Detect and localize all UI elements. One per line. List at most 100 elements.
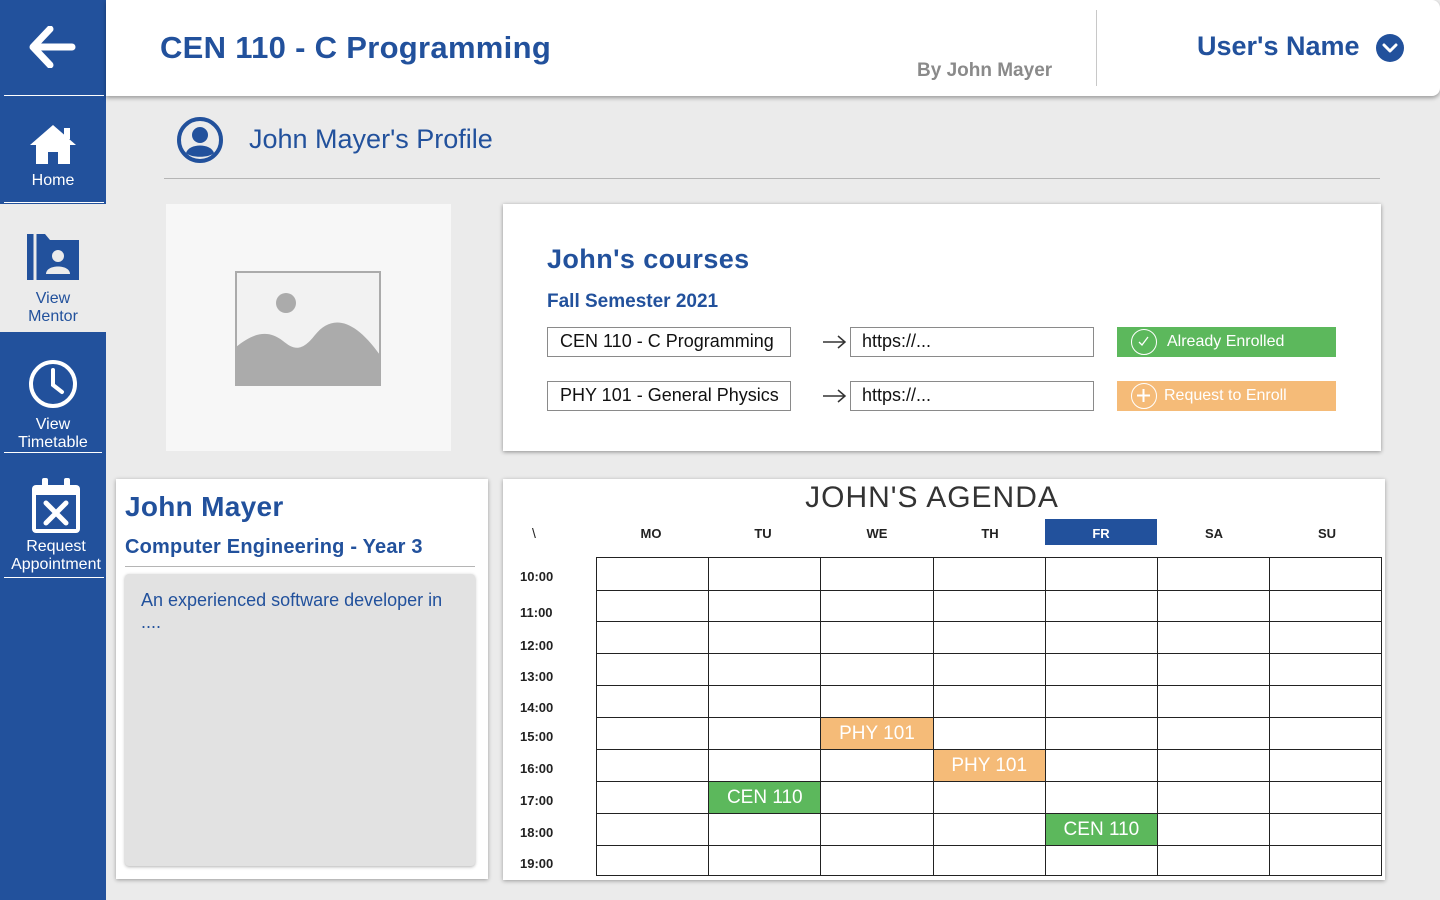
agenda-slot[interactable]: [1044, 749, 1158, 782]
agenda-slot[interactable]: [932, 653, 1046, 686]
agenda-slot[interactable]: [1269, 685, 1383, 718]
agenda-slot[interactable]: [1157, 717, 1271, 750]
agenda-slot[interactable]: [1157, 621, 1271, 654]
agenda-slot[interactable]: [820, 781, 934, 814]
agenda-slot[interactable]: [1269, 781, 1383, 814]
agenda-slot[interactable]: [1157, 845, 1271, 876]
agenda-event[interactable]: CEN 110: [1045, 814, 1157, 845]
agenda-slot[interactable]: [932, 845, 1046, 876]
back-button[interactable]: [0, 0, 106, 96]
agenda-slot[interactable]: [708, 813, 822, 846]
agenda-slot[interactable]: [1044, 653, 1158, 686]
agenda-slot[interactable]: [932, 781, 1046, 814]
already-enrolled-button[interactable]: Already Enrolled: [1117, 327, 1336, 357]
agenda-event[interactable]: PHY 101: [933, 750, 1045, 781]
agenda-slot[interactable]: [596, 557, 710, 591]
agenda-slot[interactable]: [596, 621, 710, 654]
semester-label: Fall Semester 2021: [547, 291, 719, 312]
agenda-slot[interactable]: [1044, 685, 1158, 718]
agenda-slot[interactable]: [820, 621, 934, 654]
agenda-slot[interactable]: [820, 653, 934, 686]
agenda-slot[interactable]: [1157, 813, 1271, 846]
agenda-slot[interactable]: [1044, 717, 1158, 750]
profile-photo: [166, 204, 451, 451]
sidebar-item-view-timetable[interactable]: View Timetable: [0, 358, 106, 453]
agenda-slot[interactable]: [1044, 621, 1158, 654]
status-label: Already Enrolled: [1167, 333, 1285, 350]
agenda-slot[interactable]: [1269, 717, 1383, 750]
agenda-slot[interactable]: [708, 621, 822, 654]
agenda-slot[interactable]: [1044, 781, 1158, 814]
day-header-mo[interactable]: MO: [640, 526, 662, 541]
sidebar: Home View Mentor View Timetable Request …: [0, 0, 106, 900]
course-link-field[interactable]: https://...: [850, 327, 1094, 357]
agenda-slot[interactable]: [820, 845, 934, 876]
agenda-slot[interactable]: [708, 557, 822, 591]
day-header-sa[interactable]: SA: [1204, 526, 1224, 541]
agenda-slot[interactable]: [596, 590, 710, 622]
agenda-slot[interactable]: [820, 557, 934, 591]
agenda-slot[interactable]: [1157, 749, 1271, 782]
agenda-slot[interactable]: [932, 717, 1046, 750]
agenda-slot[interactable]: [1269, 845, 1383, 876]
agenda-slot[interactable]: [708, 653, 822, 686]
day-header-we[interactable]: WE: [866, 526, 888, 541]
day-header-tu[interactable]: TU: [754, 526, 772, 541]
agenda-slot[interactable]: [1269, 621, 1383, 654]
agenda-event[interactable]: CEN 110: [709, 782, 821, 813]
agenda-slot[interactable]: [932, 590, 1046, 622]
agenda-slot[interactable]: [596, 781, 710, 814]
agenda-slot[interactable]: [596, 653, 710, 686]
agenda-slot[interactable]: [1157, 781, 1271, 814]
sidebar-item-view-mentor[interactable]: View Mentor: [0, 204, 106, 332]
sidebar-item-home[interactable]: Home: [0, 122, 106, 202]
agenda-slot[interactable]: [1269, 749, 1383, 782]
mentor-department: Computer Engineering - Year 3: [125, 536, 423, 558]
day-header-su[interactable]: SU: [1317, 526, 1337, 541]
arrow-right-icon: [823, 335, 847, 349]
agenda-slot[interactable]: [1269, 590, 1383, 622]
agenda-slot[interactable]: [1157, 557, 1271, 591]
agenda-slot[interactable]: [596, 717, 710, 750]
agenda-slot[interactable]: [1269, 813, 1383, 846]
agenda-slot[interactable]: [1269, 653, 1383, 686]
sidebar-divider: [4, 95, 104, 96]
courses-card: John's courses Fall Semester 2021 CEN 11…: [503, 204, 1381, 451]
agenda-slot[interactable]: [708, 845, 822, 876]
agenda-event[interactable]: PHY 101: [821, 718, 933, 749]
agenda-slot[interactable]: [1157, 590, 1271, 622]
agenda-slot[interactable]: [1044, 845, 1158, 876]
agenda-slot[interactable]: [708, 590, 822, 622]
day-header-fr[interactable]: FR: [1045, 519, 1157, 545]
agenda-slot[interactable]: [820, 590, 934, 622]
agenda-slot[interactable]: [820, 749, 934, 782]
agenda-slot[interactable]: [596, 813, 710, 846]
user-menu-name[interactable]: User's Name: [1197, 31, 1360, 61]
agenda-slot[interactable]: [1044, 557, 1158, 591]
time-label: 13:00: [520, 669, 554, 684]
agenda-slot[interactable]: [1044, 590, 1158, 622]
agenda-slot[interactable]: [596, 685, 710, 718]
agenda-slot[interactable]: [820, 685, 934, 718]
sidebar-item-request-appointment[interactable]: Request Appointment: [0, 476, 112, 576]
profile-divider: [164, 178, 1380, 179]
sidebar-divider: [4, 577, 104, 578]
agenda-slot[interactable]: [1269, 557, 1383, 591]
agenda-slot[interactable]: [596, 749, 710, 782]
agenda-slot[interactable]: [932, 557, 1046, 591]
agenda-slot[interactable]: [932, 621, 1046, 654]
day-header-th[interactable]: TH: [981, 526, 999, 541]
agenda-slot[interactable]: [708, 749, 822, 782]
agenda-slot[interactable]: [1157, 653, 1271, 686]
agenda-slot[interactable]: [932, 685, 1046, 718]
chevron-down-icon: [1382, 43, 1398, 53]
agenda-slot[interactable]: [820, 813, 934, 846]
agenda-slot[interactable]: [708, 685, 822, 718]
agenda-slot[interactable]: [708, 717, 822, 750]
agenda-slot[interactable]: [932, 813, 1046, 846]
course-link-field[interactable]: https://...: [850, 381, 1094, 411]
request-to-enroll-button[interactable]: Request to Enroll: [1117, 381, 1336, 411]
user-menu-toggle[interactable]: [1376, 34, 1404, 62]
agenda-slot[interactable]: [596, 845, 710, 876]
agenda-slot[interactable]: [1157, 685, 1271, 718]
